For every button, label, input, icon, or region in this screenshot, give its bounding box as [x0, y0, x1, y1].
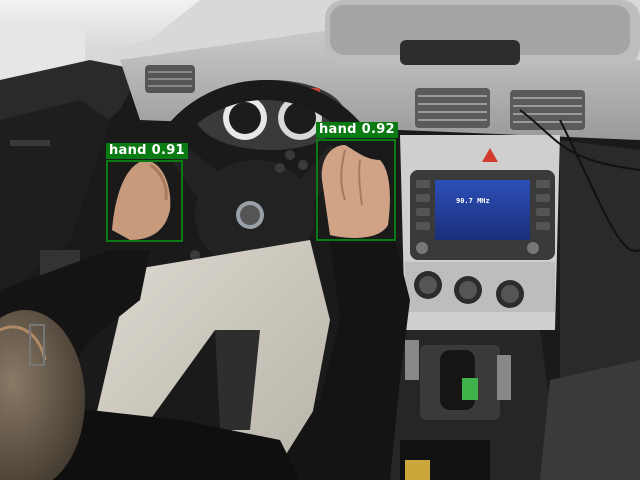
radio-frequency-readout: 90.7 MHz [456, 197, 490, 205]
hand-detection-box-right [316, 139, 396, 241]
hand-detection-label-left: hand 0.91 [106, 143, 188, 159]
hand-detection-box-left [106, 160, 183, 242]
hand-detection-label-right: hand 0.92 [316, 122, 398, 138]
